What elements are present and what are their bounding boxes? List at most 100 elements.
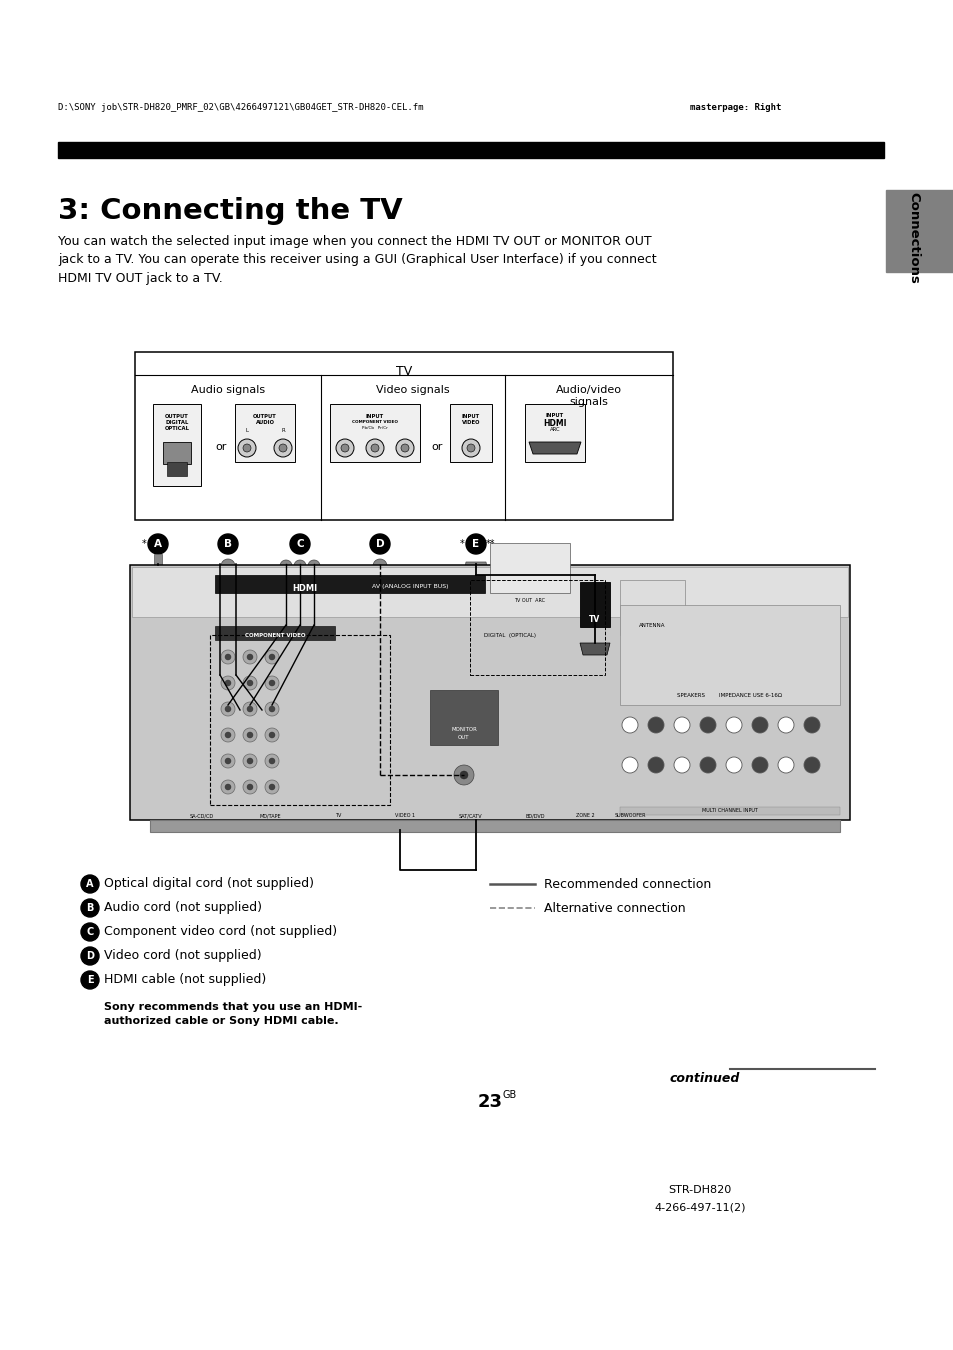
Text: VIDEO: VIDEO — [461, 420, 479, 425]
Circle shape — [243, 676, 256, 690]
Bar — [470, 580, 604, 675]
Polygon shape — [463, 562, 488, 574]
Text: COMPONENT VIDEO: COMPONENT VIDEO — [245, 633, 305, 639]
Circle shape — [225, 757, 231, 764]
Text: HDMI: HDMI — [542, 418, 566, 428]
Bar — [214, 626, 335, 640]
Text: OUTPUT: OUTPUT — [165, 414, 189, 418]
Circle shape — [218, 535, 237, 554]
Text: OUT: OUT — [457, 734, 469, 740]
Circle shape — [237, 439, 255, 458]
Text: SUBWOOFER: SUBWOOFER — [614, 813, 645, 818]
Circle shape — [81, 875, 99, 892]
Circle shape — [366, 439, 384, 458]
Circle shape — [335, 439, 354, 458]
Circle shape — [225, 784, 231, 790]
Circle shape — [269, 653, 274, 660]
Text: BD/DVD: BD/DVD — [525, 813, 544, 818]
Bar — [150, 819, 840, 832]
Circle shape — [221, 780, 234, 794]
Bar — [135, 352, 672, 520]
Circle shape — [274, 439, 292, 458]
Text: MONITOR: MONITOR — [451, 728, 476, 732]
Circle shape — [725, 717, 741, 733]
Text: GB: GB — [502, 1089, 517, 1100]
Circle shape — [243, 728, 256, 743]
Circle shape — [778, 757, 793, 774]
Bar — [330, 404, 419, 462]
Circle shape — [459, 771, 468, 779]
Bar — [619, 605, 840, 705]
Circle shape — [465, 535, 485, 554]
Circle shape — [247, 757, 253, 764]
Text: HDMI: HDMI — [293, 585, 317, 593]
Circle shape — [269, 680, 274, 686]
Text: Sony recommends that you use an HDMI-
authorized cable or Sony HDMI cable.: Sony recommends that you use an HDMI- au… — [104, 1002, 362, 1026]
Bar — [430, 690, 497, 745]
Circle shape — [725, 757, 741, 774]
Circle shape — [370, 535, 390, 554]
Circle shape — [81, 971, 99, 990]
Text: 23: 23 — [477, 1094, 502, 1111]
Circle shape — [81, 923, 99, 941]
Text: *: * — [141, 539, 146, 549]
Circle shape — [265, 755, 278, 768]
Text: INPUT: INPUT — [545, 413, 563, 418]
Text: A: A — [86, 879, 93, 890]
Circle shape — [221, 728, 234, 743]
Text: 4-266-497-11(2): 4-266-497-11(2) — [654, 1202, 745, 1212]
Text: SAT/CATV: SAT/CATV — [457, 813, 481, 818]
Circle shape — [265, 728, 278, 743]
Text: R: R — [281, 428, 285, 433]
Text: STR-DH820: STR-DH820 — [668, 1185, 731, 1195]
Circle shape — [265, 702, 278, 716]
Text: A: A — [153, 539, 162, 549]
Text: OUTPUT: OUTPUT — [253, 414, 276, 418]
Circle shape — [265, 649, 278, 664]
Text: MD/TAPE: MD/TAPE — [259, 813, 280, 818]
Circle shape — [221, 559, 234, 572]
Text: AUDIO: AUDIO — [255, 420, 274, 425]
Bar — [234, 404, 294, 462]
Circle shape — [243, 444, 251, 452]
Circle shape — [269, 784, 274, 790]
Circle shape — [225, 653, 231, 660]
Circle shape — [308, 560, 319, 572]
Circle shape — [400, 444, 409, 452]
Text: COMPONENT VIDEO: COMPONENT VIDEO — [352, 420, 397, 424]
Text: SPEAKERS        IMPEDANCE USE 6-16Ω: SPEAKERS IMPEDANCE USE 6-16Ω — [677, 693, 781, 698]
Text: Connections: Connections — [906, 192, 919, 284]
Text: HDMI cable (not supplied): HDMI cable (not supplied) — [104, 973, 266, 987]
Text: DIGITAL: DIGITAL — [165, 420, 189, 425]
Circle shape — [647, 717, 663, 733]
Text: C: C — [295, 539, 303, 549]
Circle shape — [247, 732, 253, 738]
Text: TV: TV — [395, 364, 412, 378]
Circle shape — [81, 899, 99, 917]
Circle shape — [221, 755, 234, 768]
Circle shape — [647, 757, 663, 774]
Circle shape — [225, 680, 231, 686]
Bar — [132, 567, 847, 617]
Text: *: * — [459, 539, 464, 549]
Circle shape — [269, 706, 274, 711]
Text: masterpage: Right: masterpage: Right — [689, 103, 781, 112]
Polygon shape — [579, 643, 609, 655]
Text: Alternative connection: Alternative connection — [543, 902, 685, 914]
Circle shape — [243, 649, 256, 664]
Text: D:\SONY job\STR-DH820_PMRF_02\GB\4266497121\GB04GET_STR-DH820-CEL.fm: D:\SONY job\STR-DH820_PMRF_02\GB\4266497… — [58, 103, 423, 112]
Text: D: D — [375, 539, 384, 549]
Text: INPUT: INPUT — [366, 414, 384, 418]
Circle shape — [221, 702, 234, 716]
Circle shape — [454, 765, 474, 784]
Bar — [214, 575, 484, 593]
Text: Component video cord (not supplied): Component video cord (not supplied) — [104, 926, 336, 938]
Circle shape — [243, 780, 256, 794]
Bar — [130, 566, 849, 819]
Text: ANTENNA: ANTENNA — [639, 622, 664, 628]
Circle shape — [247, 784, 253, 790]
Circle shape — [751, 757, 767, 774]
Polygon shape — [529, 441, 580, 454]
Circle shape — [673, 757, 689, 774]
Text: **: ** — [486, 539, 496, 549]
